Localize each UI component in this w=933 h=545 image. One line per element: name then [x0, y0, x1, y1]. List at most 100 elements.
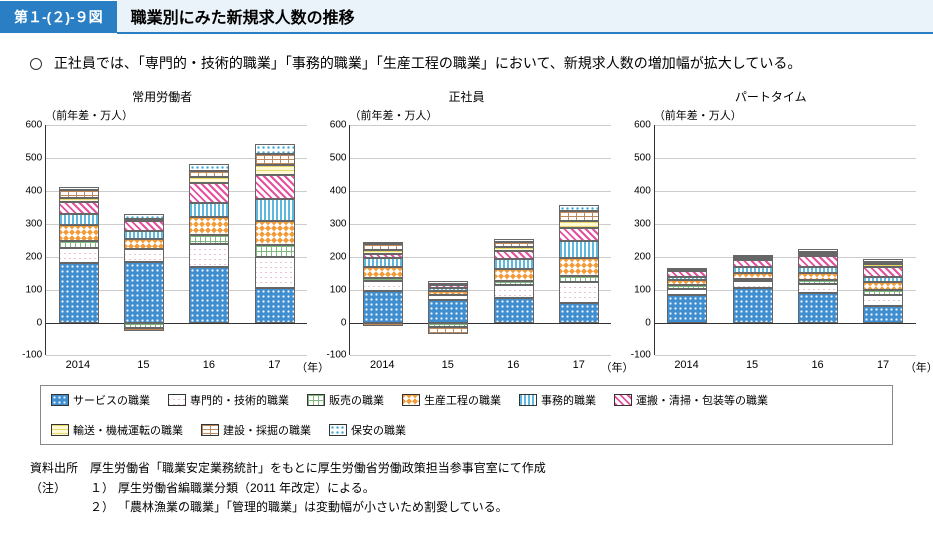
bar-segment-sales — [798, 280, 838, 284]
legend-swatch — [201, 424, 219, 436]
x-tick-label: 15 — [123, 359, 163, 371]
legend-item-prof: 専門的・技術的職業 — [168, 392, 289, 408]
bar-segment-service — [667, 295, 707, 323]
legend-label: 生産工程の職業 — [424, 392, 501, 408]
bar-segment-clerical — [559, 241, 599, 257]
bar-segment-prof — [363, 281, 403, 291]
y-tick-label: 100 — [16, 284, 42, 295]
bar-segment-prod — [189, 217, 229, 235]
bar-column — [255, 125, 295, 355]
bar-segment-driver — [428, 284, 468, 286]
legend-label: 保安の職業 — [351, 422, 406, 438]
note-text-1: 厚生労働省編職業分類（2011 年改定）による。 — [118, 479, 375, 498]
bar-column — [189, 125, 229, 355]
legend-item-sales: 販売の職業 — [307, 392, 384, 408]
bar-segment-driver — [124, 219, 164, 222]
lead-content: 正社員では、「専門的・技術的職業」「事務的職業」「生産工程の職業」において、新規… — [54, 55, 801, 71]
bar-segment-prof — [494, 285, 534, 298]
bar-segment-prod — [255, 221, 295, 246]
chart-panel: 正社員（前年差・万人）-1000100200300400500600（年）201… — [321, 88, 611, 371]
bar-segment-service — [733, 288, 773, 323]
bar-segment-security — [494, 239, 534, 242]
bar-segment-construct — [863, 262, 903, 264]
bar-segment-security — [733, 255, 773, 258]
y-tick-label: 600 — [625, 120, 651, 131]
legend-item-transport: 運搬・清掃・包装等の職業 — [614, 392, 768, 408]
x-tick-label: 2014 — [667, 359, 707, 371]
bar-segment-transport — [59, 202, 99, 214]
x-tick-label: 16 — [189, 359, 229, 371]
bar-segment-transport — [733, 260, 773, 267]
bar-segment-prof — [559, 282, 599, 302]
axis-note: （前年差・万人） — [349, 107, 611, 123]
bar-segment-service — [255, 288, 295, 323]
y-tick-label: 300 — [16, 218, 42, 229]
bar-segment-prod — [798, 273, 838, 280]
bar-column — [863, 125, 903, 355]
y-tick-label: 500 — [16, 153, 42, 164]
bar-segment-security — [255, 144, 295, 154]
bar-column — [363, 125, 403, 355]
bar-segment-prod — [59, 225, 99, 241]
legend-swatch — [519, 394, 537, 406]
bar-segment-security — [124, 214, 164, 219]
legend-swatch — [402, 394, 420, 406]
legend-label: サービスの職業 — [73, 392, 150, 408]
bar-segment-prod — [494, 269, 534, 281]
y-tick-label: 400 — [320, 186, 346, 197]
legend-swatch — [168, 394, 186, 406]
chart-panel: 常用労働者（前年差・万人）-1000100200300400500600（年）2… — [17, 88, 307, 371]
axis-note: （前年差・万人） — [45, 107, 307, 123]
x-tick-label: 2014 — [58, 359, 98, 371]
chart-panel: パートタイム（前年差・万人）-1000100200300400500600（年）… — [626, 88, 916, 371]
bar-segment-neg-construct — [363, 323, 403, 327]
y-tick-label: 200 — [625, 251, 651, 262]
bar-segment-prod — [124, 239, 164, 249]
legend-swatch — [51, 394, 69, 406]
figure-number: 第１-(２)-９図 — [0, 1, 117, 33]
bar-segment-clerical — [255, 199, 295, 220]
gridline — [655, 355, 916, 356]
bar-column — [494, 125, 534, 355]
bars-container — [655, 125, 916, 355]
lead-text: 正社員では、「専門的・技術的職業」「事務的職業」「生産工程の職業」において、新規… — [0, 44, 933, 88]
y-tick-label: 0 — [625, 317, 651, 328]
note-number-1: １） — [90, 479, 118, 498]
chart-area: -1000100200300400500600（年） — [349, 125, 611, 355]
legend-item-service: サービスの職業 — [51, 392, 150, 408]
bar-column — [667, 125, 707, 355]
bar-column — [559, 125, 599, 355]
bar-segment-clerical — [863, 277, 903, 283]
bar-segment-prof — [667, 289, 707, 295]
bar-segment-prof — [124, 249, 164, 261]
bar-segment-prof — [59, 248, 99, 264]
bar-segment-driver — [59, 198, 99, 202]
legend-swatch — [307, 394, 325, 406]
bar-segment-security — [667, 268, 707, 270]
year-unit: （年） — [600, 359, 633, 375]
bar-segment-transport — [798, 256, 838, 267]
bar-segment-driver — [798, 254, 838, 257]
bar-column — [428, 125, 468, 355]
bar-segment-prod — [667, 280, 707, 285]
bar-segment-neg-construct — [124, 328, 164, 331]
legend-label: 建設・採掘の職業 — [223, 422, 311, 438]
bar-segment-clerical — [363, 258, 403, 266]
bar-segment-prod — [428, 291, 468, 295]
bar-segment-clerical — [428, 288, 468, 291]
y-tick-label: 300 — [625, 218, 651, 229]
bar-segment-transport — [124, 221, 164, 231]
bar-segment-prof — [798, 284, 838, 293]
bar-segment-construct — [494, 242, 534, 247]
note-text-2: 「農林漁業の職業」「管理的職業」は変動幅が小さいため割愛している。 — [118, 498, 508, 517]
bar-segment-security — [428, 281, 468, 284]
bar-segment-prof — [733, 281, 773, 288]
y-tick-label: 400 — [16, 186, 42, 197]
bar-segment-service — [494, 298, 534, 323]
bar-segment-sales — [494, 281, 534, 285]
y-tick-label: 500 — [320, 153, 346, 164]
bar-segment-prod — [559, 258, 599, 276]
y-tick-label: 200 — [16, 251, 42, 262]
y-tick-label: 300 — [320, 218, 346, 229]
y-tick-label: 0 — [320, 317, 346, 328]
